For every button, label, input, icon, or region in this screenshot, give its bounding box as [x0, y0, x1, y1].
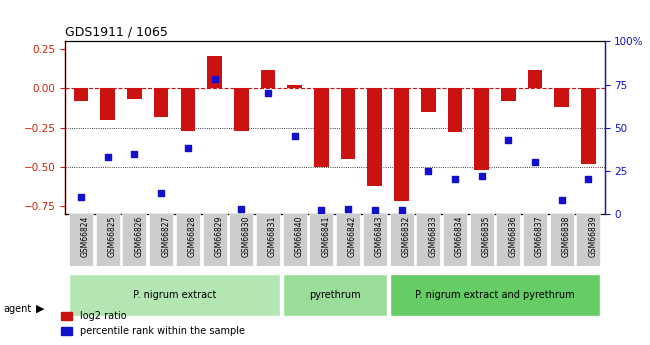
Point — [236, 206, 246, 211]
FancyBboxPatch shape — [149, 214, 173, 266]
FancyBboxPatch shape — [523, 214, 547, 266]
FancyBboxPatch shape — [443, 214, 467, 266]
Bar — [421, 88, 436, 112]
Bar — [314, 88, 329, 167]
Text: GSM66835: GSM66835 — [482, 215, 491, 257]
FancyBboxPatch shape — [550, 214, 574, 266]
Point — [450, 177, 460, 182]
Text: GSM66840: GSM66840 — [294, 215, 304, 257]
Bar — [207, 56, 222, 88]
Bar — [341, 88, 356, 159]
FancyBboxPatch shape — [389, 274, 601, 316]
Point — [556, 197, 567, 203]
Point — [530, 159, 540, 165]
FancyBboxPatch shape — [122, 214, 146, 266]
Point — [129, 151, 140, 156]
Text: GSM66833: GSM66833 — [428, 215, 437, 257]
Bar — [287, 85, 302, 88]
Text: agent: agent — [3, 304, 31, 314]
FancyBboxPatch shape — [256, 214, 280, 266]
Text: GSM66824: GSM66824 — [81, 215, 90, 257]
Point — [503, 137, 514, 142]
FancyBboxPatch shape — [309, 214, 333, 266]
Bar — [234, 88, 248, 131]
Bar — [394, 88, 409, 201]
Point — [156, 190, 166, 196]
FancyBboxPatch shape — [497, 214, 521, 266]
Bar — [73, 88, 88, 101]
Point — [76, 194, 86, 199]
Text: GSM66832: GSM66832 — [402, 215, 411, 257]
Bar — [554, 88, 569, 107]
Point — [476, 173, 487, 179]
Bar — [581, 88, 596, 164]
Point — [289, 134, 300, 139]
FancyBboxPatch shape — [283, 214, 307, 266]
Bar — [127, 88, 142, 99]
Point — [583, 177, 593, 182]
Bar — [474, 88, 489, 170]
Text: pyrethrum: pyrethrum — [309, 290, 361, 300]
Text: GSM66826: GSM66826 — [135, 215, 144, 257]
Bar — [181, 88, 195, 131]
Bar — [528, 70, 542, 88]
Text: P. nigrum extract: P. nigrum extract — [133, 290, 216, 300]
Bar — [261, 70, 276, 88]
Text: GSM66841: GSM66841 — [321, 215, 330, 257]
Text: GSM66829: GSM66829 — [214, 215, 224, 257]
Point — [183, 146, 193, 151]
Bar — [501, 88, 515, 101]
FancyBboxPatch shape — [69, 214, 93, 266]
Text: ▶: ▶ — [36, 304, 44, 314]
Point — [370, 208, 380, 213]
FancyBboxPatch shape — [96, 214, 120, 266]
Bar — [367, 88, 382, 186]
Text: P. nigrum extract and pyrethrum: P. nigrum extract and pyrethrum — [415, 290, 575, 300]
Text: GSM66843: GSM66843 — [375, 215, 383, 257]
FancyBboxPatch shape — [577, 214, 601, 266]
Text: GSM66827: GSM66827 — [161, 215, 170, 257]
Text: GSM66834: GSM66834 — [455, 215, 464, 257]
Point — [316, 208, 326, 213]
Point — [343, 206, 354, 211]
Point — [263, 90, 273, 96]
Text: GSM66830: GSM66830 — [241, 215, 250, 257]
Point — [396, 208, 407, 213]
Text: GSM66831: GSM66831 — [268, 215, 277, 257]
FancyBboxPatch shape — [389, 214, 413, 266]
Bar — [448, 88, 462, 132]
Legend: log2 ratio, percentile rank within the sample: log2 ratio, percentile rank within the s… — [57, 307, 249, 340]
FancyBboxPatch shape — [229, 214, 254, 266]
Text: GSM66837: GSM66837 — [535, 215, 544, 257]
Bar — [154, 88, 168, 117]
Text: GSM66839: GSM66839 — [588, 215, 597, 257]
Point — [423, 168, 434, 174]
FancyBboxPatch shape — [203, 214, 227, 266]
FancyBboxPatch shape — [469, 214, 493, 266]
FancyBboxPatch shape — [69, 274, 280, 316]
FancyBboxPatch shape — [336, 214, 360, 266]
Text: GSM66828: GSM66828 — [188, 215, 197, 257]
Point — [103, 154, 113, 160]
Bar — [100, 88, 115, 120]
Point — [209, 77, 220, 82]
FancyBboxPatch shape — [363, 214, 387, 266]
Text: GDS1911 / 1065: GDS1911 / 1065 — [65, 26, 168, 39]
Text: GSM66836: GSM66836 — [508, 215, 517, 257]
FancyBboxPatch shape — [176, 214, 200, 266]
Text: GSM66838: GSM66838 — [562, 215, 571, 257]
Text: GSM66825: GSM66825 — [108, 215, 117, 257]
FancyBboxPatch shape — [416, 214, 440, 266]
Text: GSM66842: GSM66842 — [348, 215, 357, 257]
FancyBboxPatch shape — [283, 274, 387, 316]
